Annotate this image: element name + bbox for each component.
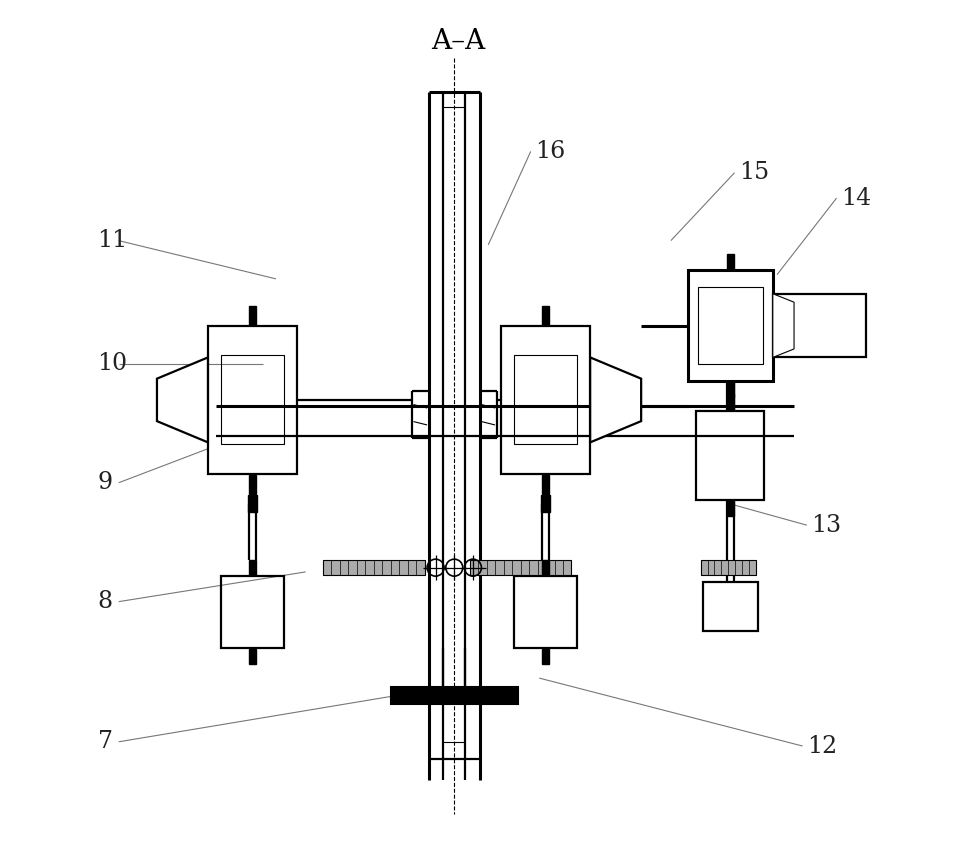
Bar xyxy=(501,326,590,475)
Bar xyxy=(390,687,518,704)
Bar xyxy=(221,356,285,445)
Polygon shape xyxy=(772,294,794,357)
Polygon shape xyxy=(590,357,641,442)
Bar xyxy=(249,560,256,575)
Bar xyxy=(514,576,578,648)
Bar xyxy=(541,495,550,512)
Bar xyxy=(698,287,763,363)
Bar xyxy=(772,294,866,357)
Bar xyxy=(514,356,578,445)
Bar xyxy=(469,560,571,575)
Text: 14: 14 xyxy=(841,186,871,209)
Bar xyxy=(208,326,297,475)
Bar xyxy=(542,475,549,493)
Text: 13: 13 xyxy=(811,514,841,537)
Text: 10: 10 xyxy=(98,352,128,375)
Polygon shape xyxy=(157,357,208,442)
Text: A–A: A–A xyxy=(432,27,486,55)
Bar xyxy=(727,394,734,410)
Bar xyxy=(701,560,756,575)
Text: 15: 15 xyxy=(739,161,769,184)
Bar xyxy=(322,560,425,575)
Bar xyxy=(248,495,257,512)
Bar xyxy=(703,582,758,631)
Bar xyxy=(249,306,256,325)
Bar xyxy=(542,649,549,664)
Bar xyxy=(542,306,549,325)
Text: 9: 9 xyxy=(98,471,112,494)
Bar xyxy=(727,500,734,516)
Text: 12: 12 xyxy=(806,734,837,758)
Text: 7: 7 xyxy=(98,730,112,753)
Text: 16: 16 xyxy=(535,140,565,163)
Bar xyxy=(727,254,734,269)
Bar xyxy=(542,560,549,575)
Bar xyxy=(221,576,285,648)
Bar xyxy=(688,270,772,380)
Text: 11: 11 xyxy=(98,229,128,252)
Text: 8: 8 xyxy=(98,590,112,613)
Bar xyxy=(727,381,734,397)
Bar xyxy=(249,475,256,493)
Bar xyxy=(249,649,256,664)
Bar xyxy=(696,410,765,499)
